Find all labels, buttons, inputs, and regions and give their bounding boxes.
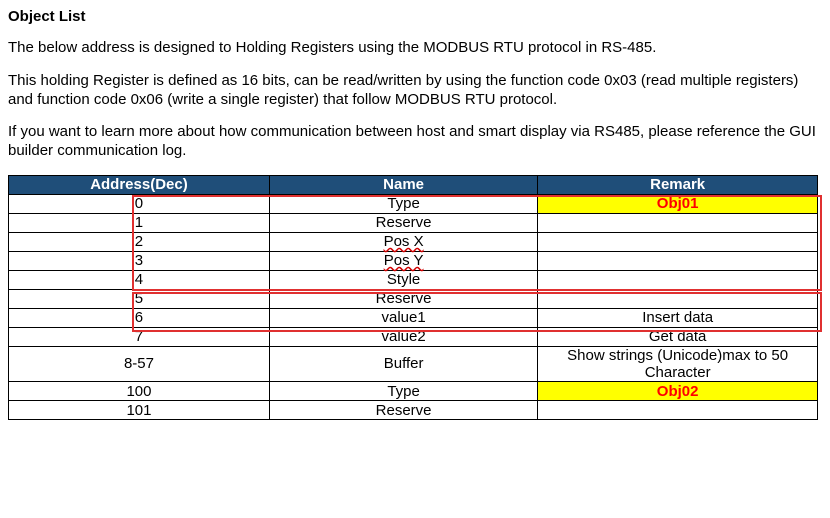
cell-name: Reserve: [269, 289, 537, 308]
cell-name: Reserve: [269, 401, 537, 420]
cell-remark: [538, 289, 818, 308]
table-header-row: Address(Dec) Name Remark: [9, 175, 818, 194]
cell-name: Type: [269, 194, 537, 213]
cell-remark: Insert data: [538, 308, 818, 327]
cell-remark: Get data: [538, 327, 818, 346]
cell-address: 7: [9, 327, 270, 346]
cell-remark: [538, 213, 818, 232]
cell-address: 6: [9, 308, 270, 327]
cell-remark-object: Obj01: [538, 194, 818, 213]
register-table-wrap: Address(Dec) Name Remark 0TypeObj011Rese…: [8, 175, 818, 421]
register-table: Address(Dec) Name Remark 0TypeObj011Rese…: [8, 175, 818, 421]
cell-address: 2: [9, 232, 270, 251]
intro-paragraph-2: This holding Register is defined as 16 b…: [8, 72, 822, 110]
cell-name: value2: [269, 327, 537, 346]
intro-paragraph-3: If you want to learn more about how comm…: [8, 123, 822, 161]
table-row: 100TypeObj02: [9, 382, 818, 401]
cell-address: 5: [9, 289, 270, 308]
col-header-name: Name: [269, 175, 537, 194]
cell-address: 3: [9, 251, 270, 270]
section-heading: Object List: [8, 8, 822, 25]
cell-name: Pos Y: [269, 251, 537, 270]
cell-address: 4: [9, 270, 270, 289]
cell-name: value1: [269, 308, 537, 327]
table-row: 101Reserve: [9, 401, 818, 420]
col-header-remark: Remark: [538, 175, 818, 194]
table-row: 7value2Get data: [9, 327, 818, 346]
cell-remark: Show strings (Unicode)max to 50 Characte…: [538, 346, 818, 382]
cell-address: 100: [9, 382, 270, 401]
cell-name-text: Pos Y: [384, 252, 424, 269]
table-row: 1Reserve: [9, 213, 818, 232]
table-row: 4Style: [9, 270, 818, 289]
table-row: 5Reserve: [9, 289, 818, 308]
cell-name: Reserve: [269, 213, 537, 232]
col-header-address: Address(Dec): [9, 175, 270, 194]
cell-name: Type: [269, 382, 537, 401]
cell-address: 101: [9, 401, 270, 420]
cell-address: 1: [9, 213, 270, 232]
intro-paragraph-1: The below address is designed to Holding…: [8, 39, 822, 58]
cell-remark: [538, 270, 818, 289]
cell-address: 8-57: [9, 346, 270, 382]
table-row: 3 Pos Y: [9, 251, 818, 270]
table-row: 6value1Insert data: [9, 308, 818, 327]
cell-name-text: Pos X: [384, 233, 424, 250]
cell-name: Buffer: [269, 346, 537, 382]
table-row: 0TypeObj01: [9, 194, 818, 213]
cell-remark-object: Obj02: [538, 382, 818, 401]
cell-address: 0: [9, 194, 270, 213]
table-row: 2 Pos X: [9, 232, 818, 251]
cell-name: Pos X: [269, 232, 537, 251]
cell-remark: [538, 401, 818, 420]
cell-remark: [538, 251, 818, 270]
table-body: 0TypeObj011Reserve2Pos X3Pos Y4Style5Res…: [9, 194, 818, 420]
table-row: 8-57BufferShow strings (Unicode)max to 5…: [9, 346, 818, 382]
cell-name: Style: [269, 270, 537, 289]
cell-remark: [538, 232, 818, 251]
